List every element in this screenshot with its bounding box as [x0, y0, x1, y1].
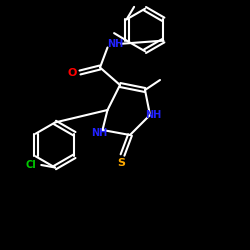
Text: S: S	[117, 158, 125, 168]
Text: O: O	[68, 68, 77, 78]
Text: NH: NH	[146, 110, 162, 120]
Text: Cl: Cl	[26, 160, 37, 170]
Text: NH: NH	[107, 39, 123, 49]
Text: NH: NH	[90, 128, 107, 138]
